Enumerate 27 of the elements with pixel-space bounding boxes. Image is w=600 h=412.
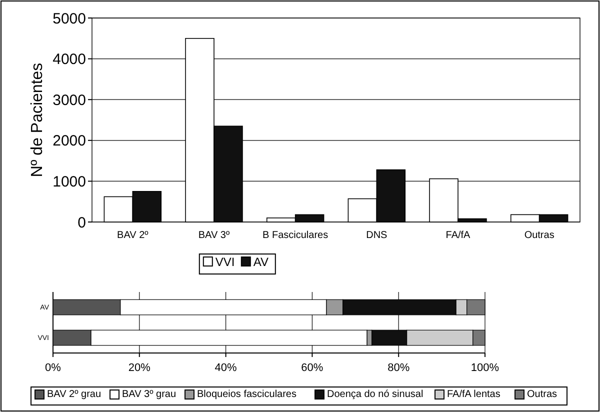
y-tick-label: 2000: [52, 132, 86, 150]
legend-label: BAV 2º grau: [47, 389, 102, 400]
x-tick-label: 100%: [470, 362, 500, 374]
x-tick-label: FA/fA: [446, 230, 471, 241]
x-tick-label: 0%: [45, 362, 62, 374]
legend-label: FA/fA lentas: [447, 389, 500, 400]
x-tick-label: 20%: [128, 362, 151, 374]
y-axis-title: Nº de Pacientes: [29, 62, 46, 178]
x-tick-label: DNS: [366, 230, 388, 241]
legend-label: Bloqueios fasciculares: [197, 389, 296, 400]
y-tick-label: 5000: [52, 10, 86, 28]
x-tick-label: BAV 2º: [117, 230, 149, 241]
x-tick-label: 60%: [301, 362, 324, 374]
legend-label: VVI: [215, 255, 235, 269]
y-tick-label: 3000: [52, 92, 86, 109]
x-tick-label: B Fasciculares: [262, 230, 328, 241]
legend-label: Doença do nó sinusal: [327, 389, 424, 400]
y-tick-label: 0: [78, 214, 86, 232]
x-tick-label: BAV 3º: [198, 230, 230, 241]
legend-label: Outras: [527, 389, 558, 400]
legend-label: BAV 3º grau: [122, 389, 176, 400]
legend-label: AV: [253, 255, 269, 269]
x-tick-label: 80%: [388, 362, 410, 374]
y-tick-label: 4000: [52, 51, 86, 68]
x-tick-label: 40%: [214, 362, 238, 374]
y-tick-label: 1000: [52, 173, 86, 190]
x-tick-label: Outras: [524, 230, 554, 241]
